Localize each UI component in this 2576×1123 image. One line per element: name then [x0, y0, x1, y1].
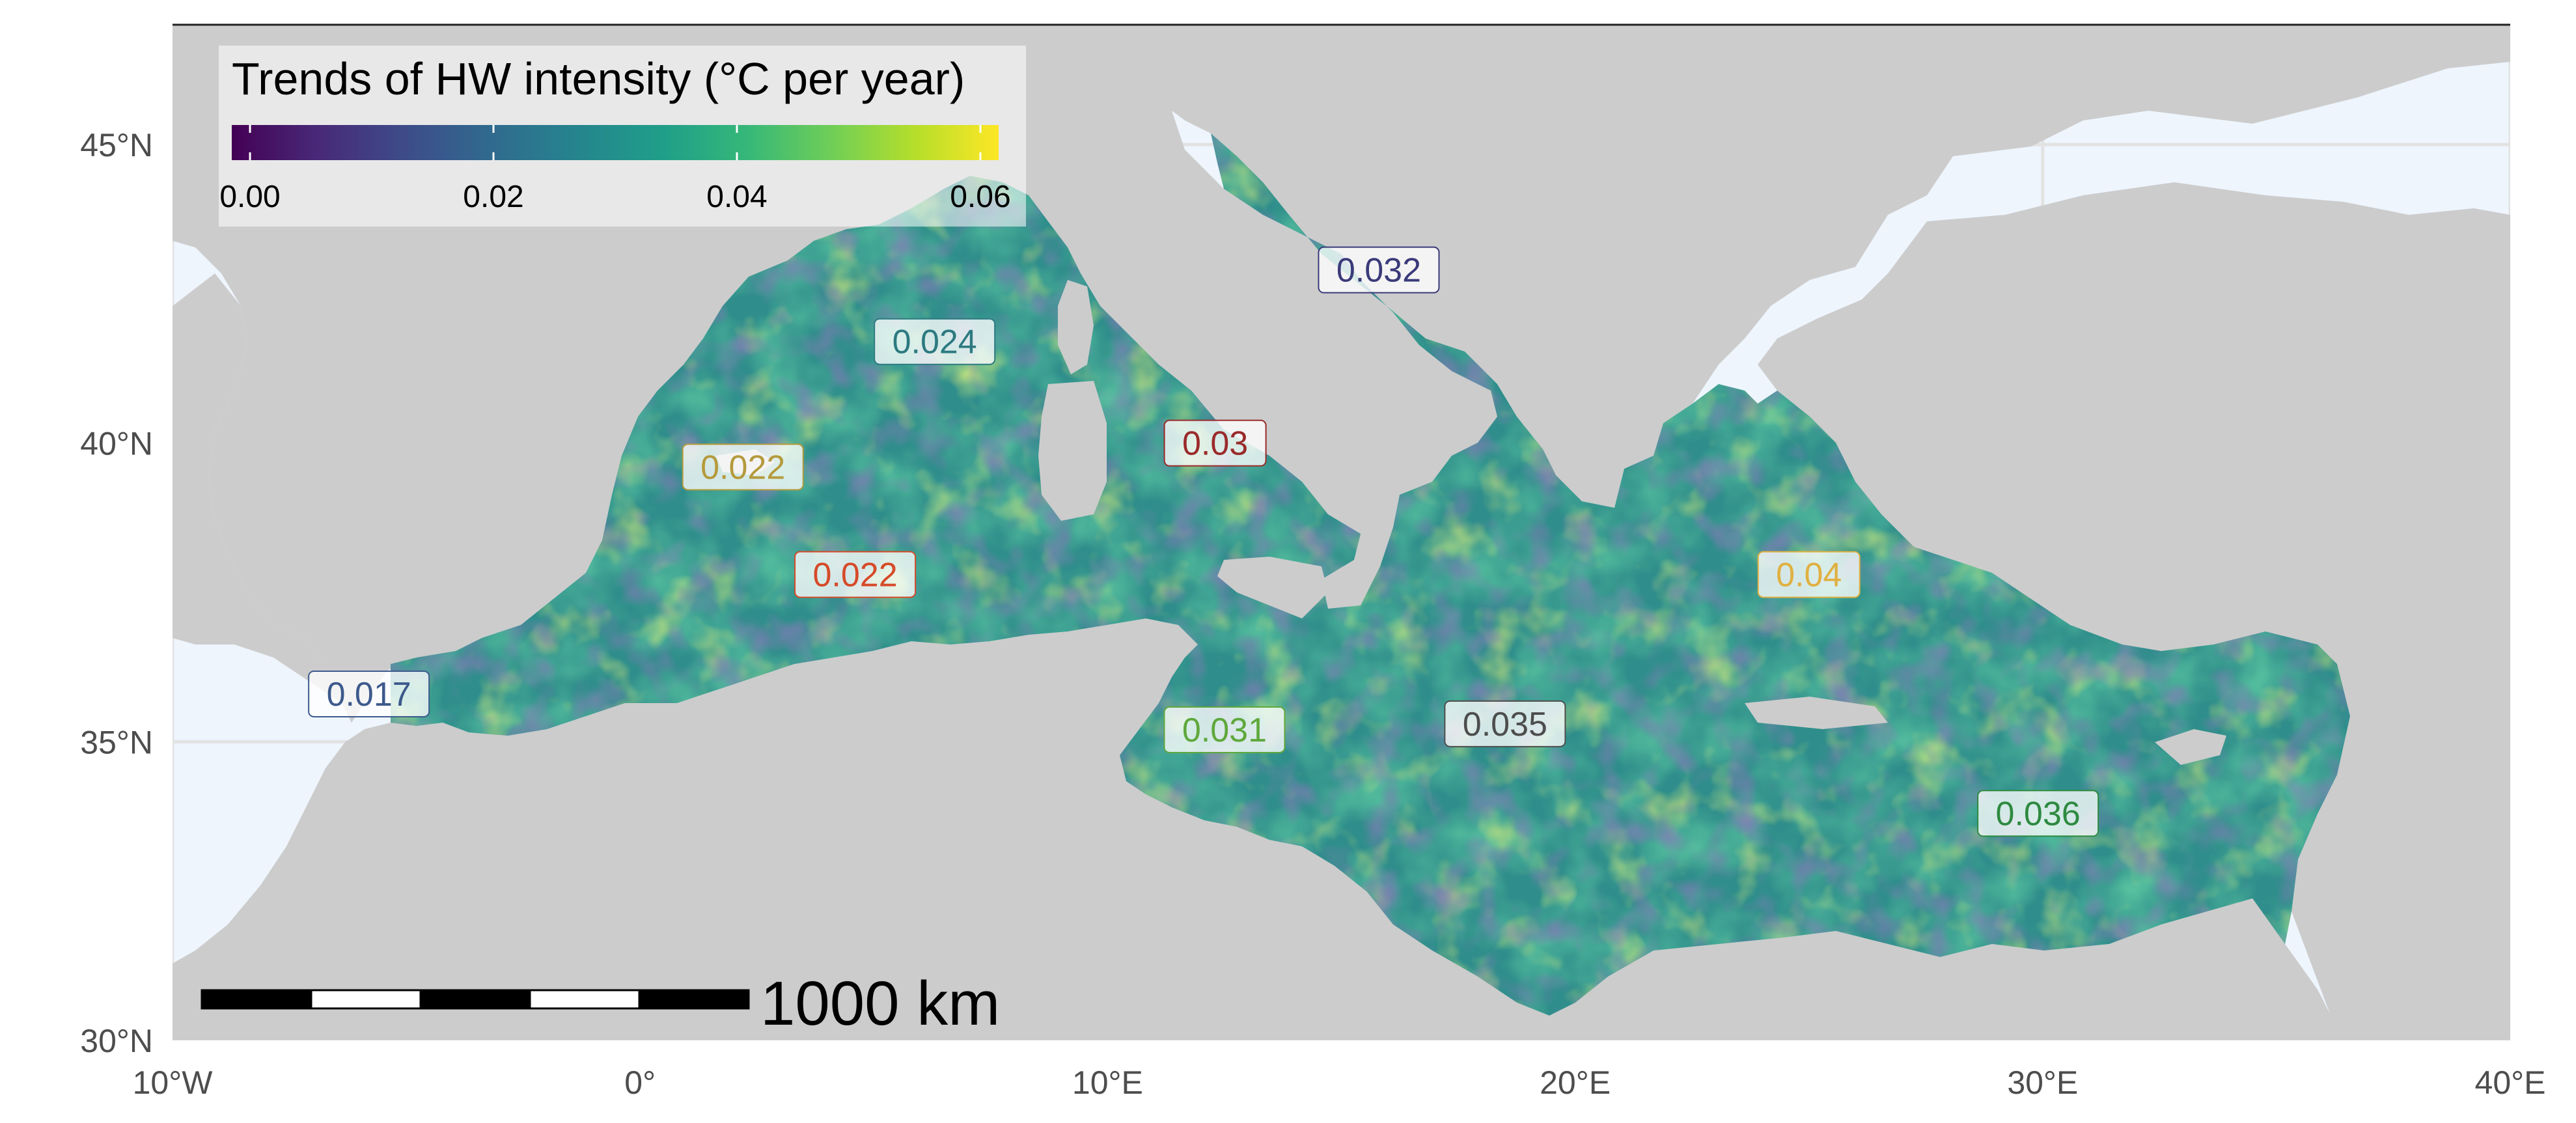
x-tick-label: 40°E: [2475, 1064, 2546, 1101]
scale-bar-seg-2: [310, 989, 422, 1010]
legend: Trends of HW intensity (°C per year) 0.0…: [219, 46, 1026, 227]
x-tick-label: 0°: [624, 1064, 656, 1101]
legend-ticks: 0.00 0.02 0.04 0.06: [219, 125, 1011, 214]
region-value-label: 0.024: [874, 318, 996, 365]
region-label-text: 0.032: [1336, 252, 1421, 290]
region-label-box: [1757, 551, 1861, 598]
region-label-box: [874, 318, 996, 365]
region-label-text: 0.024: [893, 324, 977, 361]
y-tick-label: 30°N: [80, 1023, 153, 1059]
region-value-label: 0.03: [1163, 419, 1267, 467]
x-tick-label: 10°E: [1072, 1064, 1143, 1101]
region-value-label: 0.031: [1163, 706, 1286, 753]
region-label-box: [1163, 706, 1286, 753]
region-label-box: [682, 443, 804, 491]
africa-land: [173, 618, 2344, 1040]
region-label-text: 0.036: [1996, 795, 2081, 833]
legend-tick-label: 0.00: [219, 180, 280, 214]
region-label-text: 0.022: [700, 449, 785, 486]
region-label-text: 0.04: [1776, 556, 1842, 594]
scale-bar-seg-3: [419, 989, 531, 1010]
y-axis: 30°N 35°N 40°N 45°N: [80, 127, 153, 1059]
x-tick-label: 30°E: [2007, 1064, 2078, 1101]
region-label-box: [1444, 700, 1566, 747]
region-value-label: 0.017: [308, 670, 430, 717]
region-value-label: 0.036: [1977, 790, 2099, 837]
legend-colorbar: [232, 125, 999, 160]
x-axis: 10°W 0° 10°E 20°E 30°E 40°E: [133, 1064, 2546, 1101]
scale-bar-label: 1000 km: [760, 969, 1000, 1038]
legend-title: Trends of HW intensity (°C per year): [232, 53, 965, 104]
region-label-text: 0.017: [327, 676, 411, 714]
region-label-text: 0.031: [1182, 712, 1267, 749]
region-value-label: 0.022: [794, 551, 917, 598]
y-tick-label: 45°N: [80, 127, 153, 163]
region-value-label: 0.04: [1757, 551, 1861, 598]
region-label-box: [1163, 419, 1267, 467]
region-label-box: [1318, 246, 1440, 294]
region-label-box: [1977, 790, 2099, 837]
region-labels: 0.017 0.022 0.022 0.024 0.03 0.032 0.04 0.031 0.…: [308, 246, 2099, 837]
y-tick-label: 40°N: [80, 426, 153, 462]
x-tick-label: 10°W: [133, 1064, 214, 1101]
legend-tick-label: 0.02: [463, 180, 523, 214]
iberia-land-west: [173, 273, 342, 703]
region-value-label: 0.035: [1444, 700, 1566, 747]
region-label-text: 0.03: [1182, 425, 1248, 463]
region-value-label: 0.032: [1318, 246, 1440, 294]
scale-bar: 1000 km: [201, 969, 1000, 1038]
region-label-box: [308, 670, 430, 717]
region-label-box: [794, 551, 917, 598]
x-tick-label: 20°E: [1540, 1064, 1611, 1101]
y-tick-label: 35°N: [80, 724, 153, 760]
legend-tick-label: 0.04: [706, 180, 767, 214]
region-label-text: 0.035: [1463, 706, 1547, 743]
anatolia-land: [1758, 182, 2510, 1040]
region-value-label: 0.022: [682, 443, 804, 491]
scale-bar-seg-5: [638, 989, 750, 1010]
scale-bar-seg-1: [201, 989, 312, 1010]
legend-tick-label: 0.06: [950, 180, 1010, 214]
region-label-text: 0.022: [813, 556, 898, 594]
scale-bar-seg-4: [529, 989, 641, 1010]
